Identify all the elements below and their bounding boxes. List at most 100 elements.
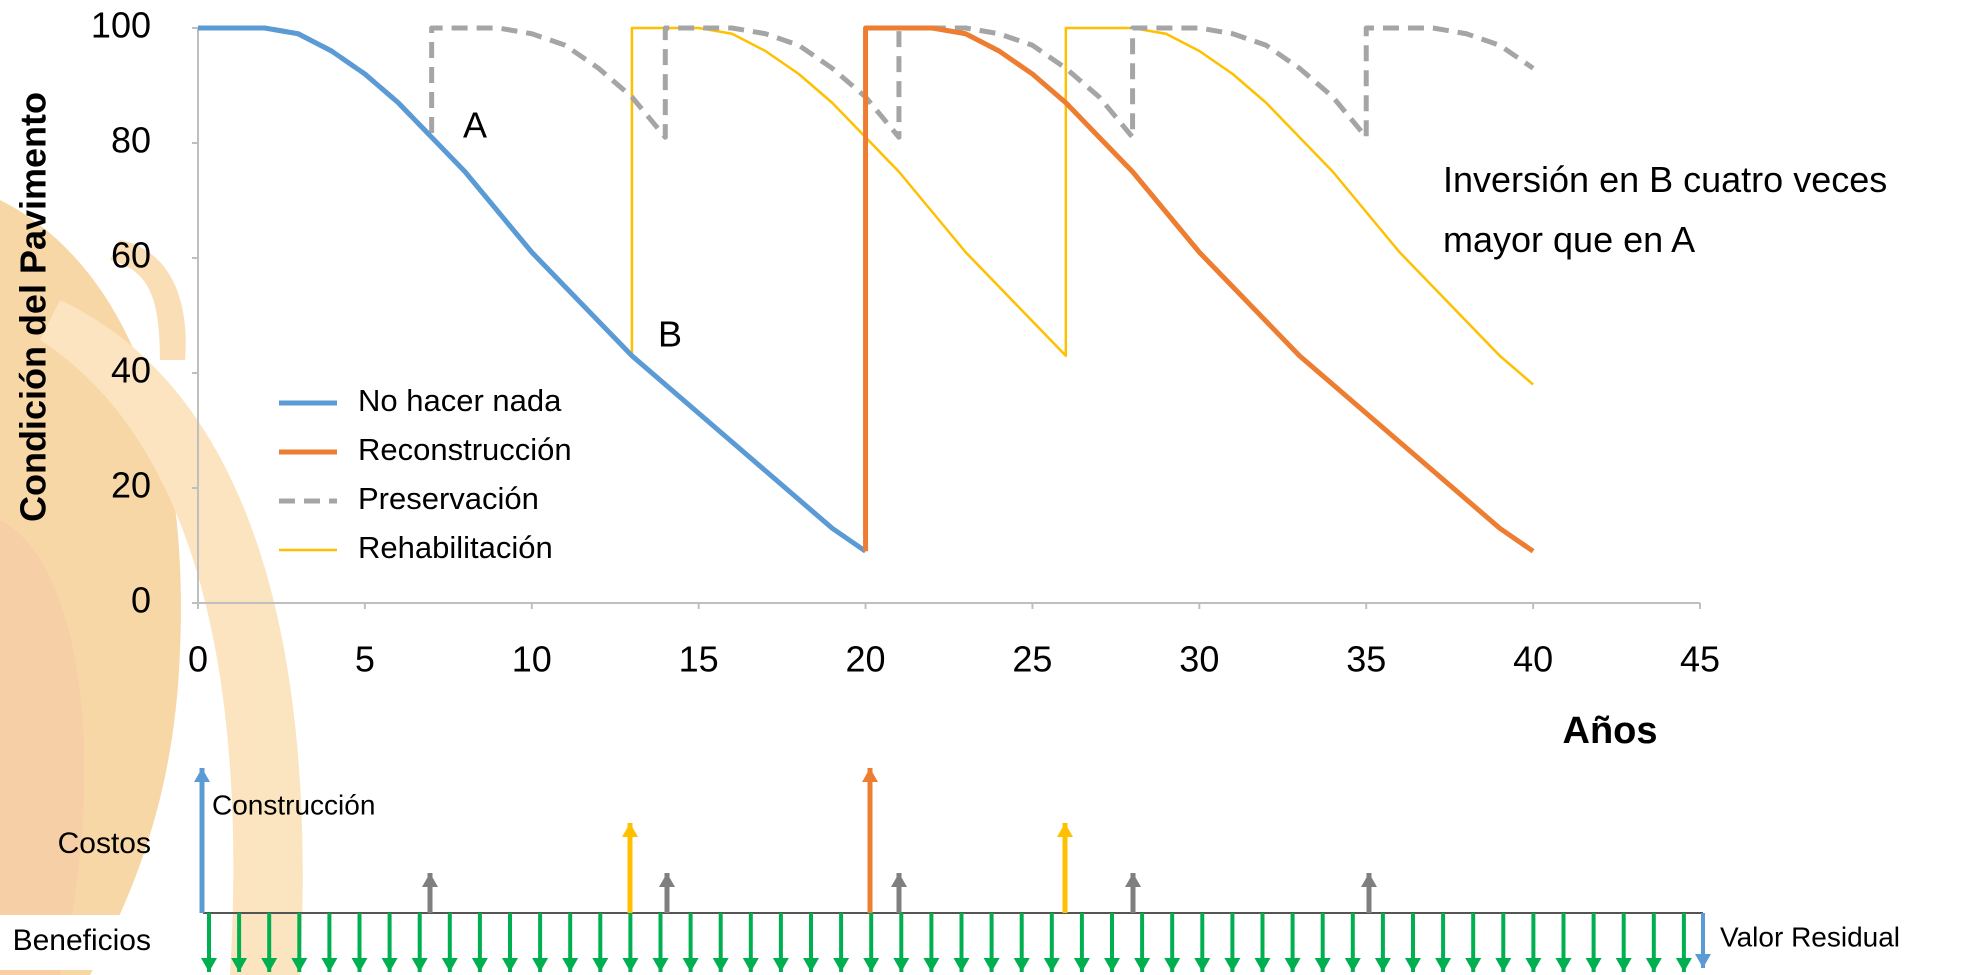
arrow-head <box>1194 958 1211 972</box>
cash-flow-arrow <box>441 913 458 972</box>
arrow-head <box>471 958 488 972</box>
cash-flow-arrow <box>652 913 669 972</box>
annotation: A <box>463 105 487 146</box>
arrow-head <box>1104 958 1120 972</box>
background-decoration <box>0 200 303 975</box>
cash-flow-arrow <box>893 913 910 972</box>
x-tick-label: 0 <box>188 639 208 680</box>
cash-flow-arrow <box>953 913 970 972</box>
arrow-head <box>1314 958 1331 972</box>
cash-flow-arrow <box>772 913 789 972</box>
arrow-head <box>261 958 278 972</box>
cash-flow-arrow <box>1615 913 1632 972</box>
cash-flow-arrow <box>422 873 438 913</box>
legend-label: Rehabilitación <box>358 530 553 565</box>
arrow-head <box>1224 958 1241 972</box>
arrow-head <box>772 958 789 972</box>
arrow-head <box>1057 823 1073 837</box>
arrow-head <box>1615 958 1632 972</box>
cash-flow-arrow <box>201 913 217 972</box>
cash-flow-arrow <box>1495 913 1512 972</box>
cash-flow-arrow <box>862 768 878 913</box>
cash-flow-arrow <box>1104 913 1120 972</box>
arrow-head <box>1525 958 1542 972</box>
y-tick-label: 100 <box>91 5 151 46</box>
arrow-head <box>659 873 675 887</box>
cash-flow-arrow <box>1465 913 1482 972</box>
arrow-head <box>1405 958 1421 972</box>
residual-label: Valor Residual <box>1720 921 1900 952</box>
cash-flow-arrow <box>803 913 819 972</box>
cash-flow-arrow <box>891 873 907 913</box>
cash-flow-arrow <box>1374 913 1391 972</box>
legend-label: Reconstrucción <box>358 432 572 467</box>
cash-flow-arrow <box>291 913 308 972</box>
cash-flow-arrow <box>1043 913 1060 972</box>
arrow-head <box>201 958 217 972</box>
arrow-head <box>1465 958 1482 972</box>
arrow-head <box>321 958 338 972</box>
cash-flow-arrow <box>261 913 278 972</box>
arrow-head <box>923 958 940 972</box>
arrow-head <box>1013 958 1030 972</box>
arrow-head <box>1495 958 1512 972</box>
annotation-note: Inversión en B cuatro veces mayor que en… <box>1443 159 1888 260</box>
annotation: B <box>658 314 682 355</box>
cash-flow-arrow <box>1361 873 1377 913</box>
x-tick-label: 10 <box>512 639 552 680</box>
arrow-head <box>441 958 458 972</box>
cash-flow-arrow <box>1073 913 1090 972</box>
cash-flow-arrow <box>1695 913 1711 968</box>
cash-flow-arrow <box>622 823 638 913</box>
cash-flow-arrow <box>863 913 880 972</box>
cash-flow-arrow <box>1284 913 1301 972</box>
series-line <box>198 25 867 554</box>
x-tick-label: 15 <box>679 639 719 680</box>
construction-label: Construcción <box>212 789 375 820</box>
series-line <box>863 25 1535 554</box>
cash-flow-arrow <box>562 913 579 972</box>
cash-flow-arrow <box>592 913 609 972</box>
arrow-head <box>652 958 669 972</box>
cash-flow-arrow <box>1194 913 1211 972</box>
y-tick-label: 0 <box>131 580 151 621</box>
cash-flow-arrow <box>1013 913 1030 972</box>
x-tick-label: 35 <box>1346 639 1386 680</box>
arrow-head <box>893 958 910 972</box>
x-axis-title: Años <box>1563 710 1658 752</box>
arrow-head <box>742 958 759 972</box>
arrow-head <box>1645 958 1662 972</box>
cash-flow-arrow <box>502 913 518 972</box>
cash-flow-arrow <box>1525 913 1542 972</box>
cash-flow-arrow <box>1057 823 1073 913</box>
arrow-head <box>1435 958 1452 972</box>
cash-flow-arrow <box>532 913 549 972</box>
arrow-head <box>622 958 639 972</box>
cash-flow-arrow <box>1585 913 1602 972</box>
arrow-head <box>1284 958 1301 972</box>
arrow-head <box>291 958 308 972</box>
arrow-head <box>381 958 398 972</box>
arrow-head <box>1585 958 1602 972</box>
cash-flow-arrow <box>1164 913 1181 972</box>
arrow-head <box>592 958 609 972</box>
cash-flow-arrow <box>1314 913 1331 972</box>
arrow-head <box>351 958 368 972</box>
costs-label: Costos <box>58 827 151 860</box>
label-box <box>0 915 170 970</box>
x-tick-label: 40 <box>1513 639 1553 680</box>
arrow-head <box>231 958 248 972</box>
cash-flow-arrow <box>231 913 248 972</box>
cash-flow-arrow <box>742 913 759 972</box>
arrow-head <box>1675 958 1692 972</box>
arrow-head <box>502 958 518 972</box>
cash-flow-arrow <box>1125 873 1141 913</box>
cash-flow-arrow <box>622 913 639 972</box>
y-tick-label: 40 <box>111 350 151 391</box>
cash-flow-arrow <box>321 913 338 972</box>
cash-flow-arrow <box>351 913 368 972</box>
x-tick-label: 5 <box>355 639 375 680</box>
y-axis-title: Condición del Pavimento <box>13 92 54 522</box>
legend-label: No hacer nada <box>358 383 562 418</box>
